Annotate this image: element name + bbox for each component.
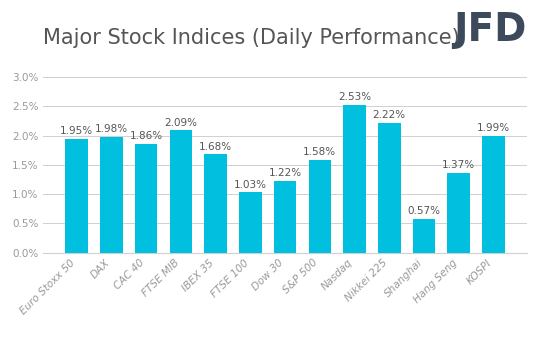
Bar xyxy=(274,181,296,253)
Bar xyxy=(135,144,157,253)
Text: 1.98%: 1.98% xyxy=(95,124,128,134)
Bar xyxy=(413,219,435,253)
Text: 2.22%: 2.22% xyxy=(372,110,406,120)
Bar xyxy=(65,139,88,253)
Text: 1.95%: 1.95% xyxy=(60,126,93,136)
Text: 1.37%: 1.37% xyxy=(442,160,475,170)
Text: 1.22%: 1.22% xyxy=(268,168,302,178)
Text: 1.99%: 1.99% xyxy=(477,124,510,133)
Text: 1.68%: 1.68% xyxy=(199,141,232,152)
Text: 1.86%: 1.86% xyxy=(130,131,163,141)
Bar xyxy=(308,160,331,253)
Bar xyxy=(378,123,401,253)
Text: 2.09%: 2.09% xyxy=(165,118,198,127)
Bar xyxy=(100,137,123,253)
Bar xyxy=(482,136,505,253)
Text: 1.03%: 1.03% xyxy=(234,180,267,190)
Text: 0.57%: 0.57% xyxy=(407,206,440,217)
Text: 1.58%: 1.58% xyxy=(303,147,336,157)
Text: 2.53%: 2.53% xyxy=(338,92,371,102)
Bar xyxy=(343,105,366,253)
Bar xyxy=(239,192,262,253)
Text: JFD: JFD xyxy=(453,11,527,48)
Text: Major Stock Indices (Daily Performance): Major Stock Indices (Daily Performance) xyxy=(43,28,460,48)
Bar xyxy=(447,173,470,253)
Bar xyxy=(204,154,227,253)
Bar xyxy=(169,131,192,253)
